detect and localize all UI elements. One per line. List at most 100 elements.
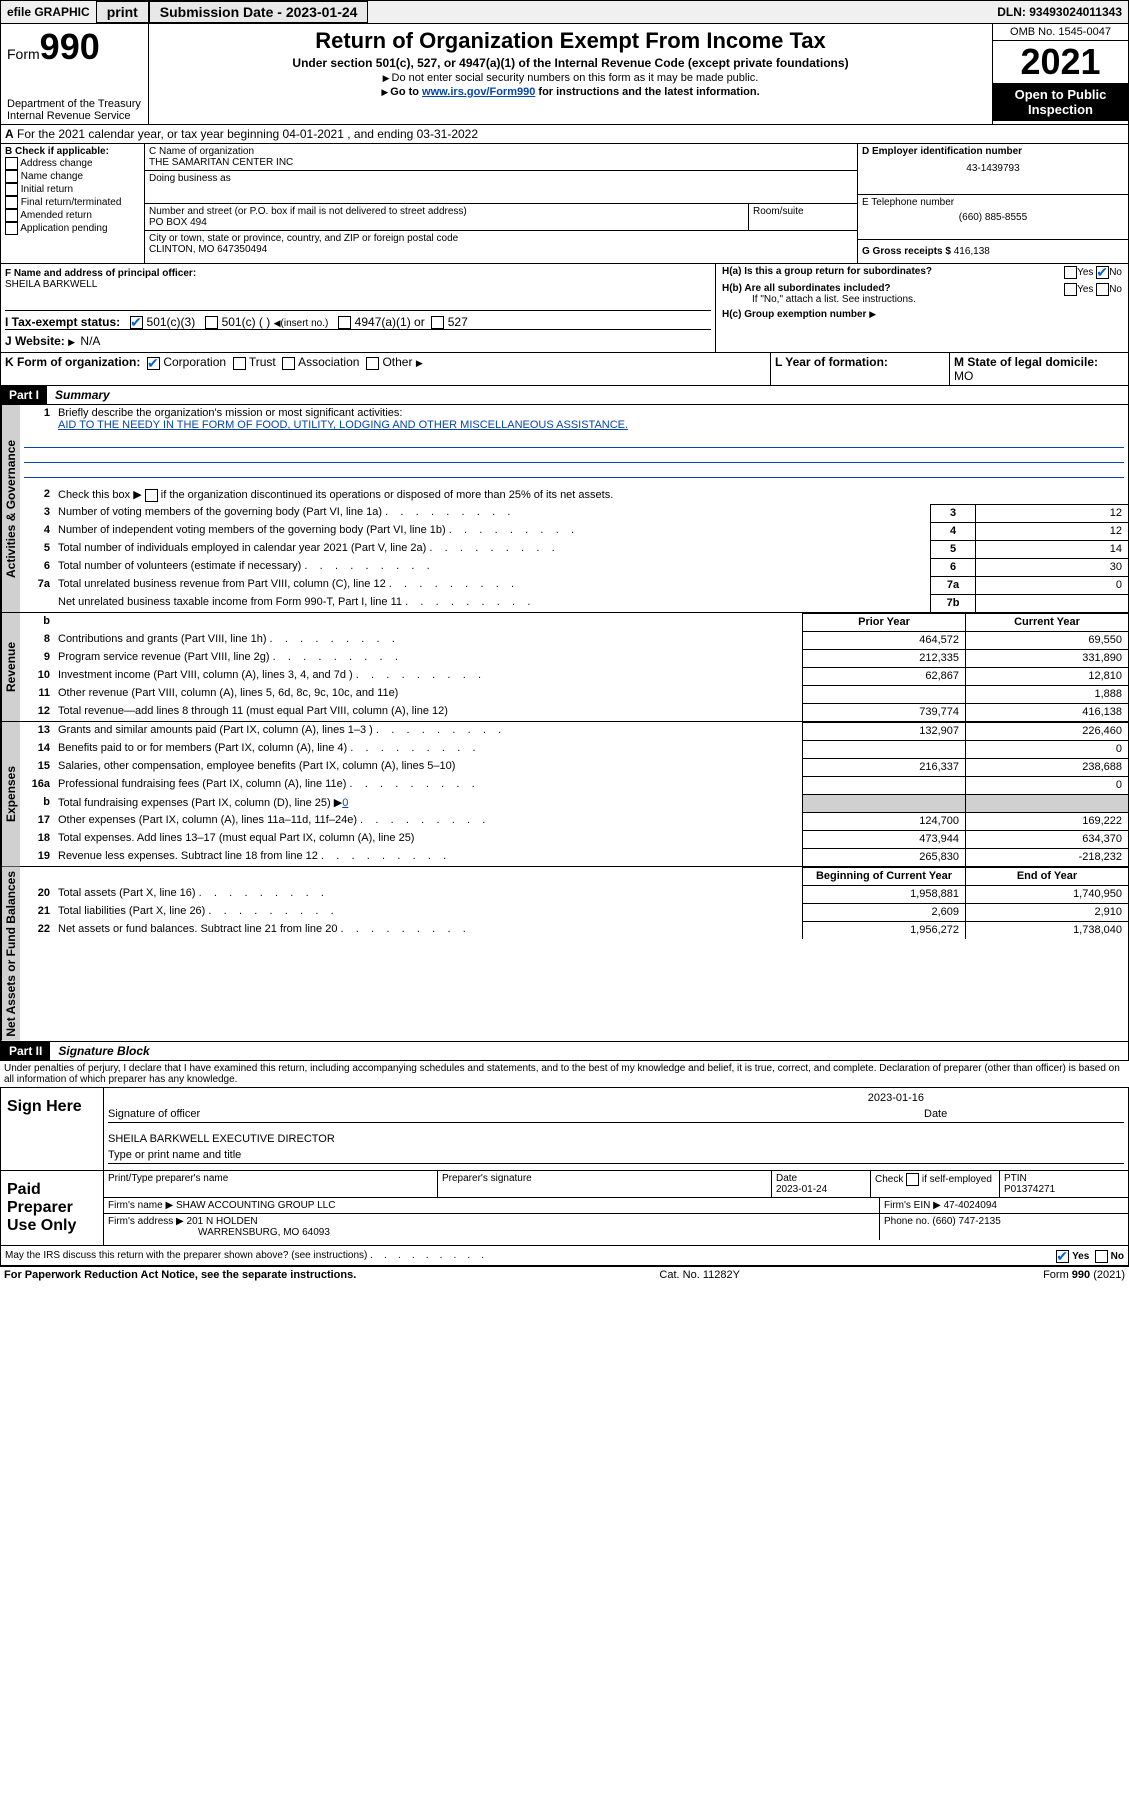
check-other[interactable] — [366, 357, 379, 370]
officer-group-block: F Name and address of principal officer:… — [0, 264, 1129, 353]
org-name: THE SAMARITAN CENTER INC — [149, 157, 853, 168]
section-b-label: B Check if applicable: — [5, 146, 140, 157]
section-m-label: M State of legal domicile: — [954, 355, 1098, 369]
submission-date: Submission Date - 2023-01-24 — [149, 1, 369, 23]
check-501c3[interactable] — [130, 316, 143, 329]
note-ssn: Do not enter social security numbers on … — [392, 72, 759, 84]
v7a: 0 — [975, 576, 1128, 594]
phone: (660) 885-8555 — [862, 212, 1124, 223]
hb-label: H(b) Are all subordinates included? — [722, 283, 891, 294]
section-e-label: E Telephone number — [862, 197, 1124, 208]
sig-date: 2023-01-16 — [108, 1092, 1124, 1104]
check-trust[interactable] — [233, 357, 246, 370]
hb-no[interactable] — [1096, 283, 1109, 296]
l19: Revenue less expenses. Subtract line 18 … — [54, 848, 802, 866]
discuss-no[interactable] — [1095, 1250, 1108, 1263]
check-amended[interactable] — [5, 209, 18, 222]
type-name-label: Type or print name and title — [108, 1147, 1124, 1164]
form-number: Form990 — [7, 26, 142, 68]
vtab-expenses: Expenses — [1, 722, 20, 866]
dln: DLN: 93493024011343 — [991, 3, 1128, 21]
l14: Benefits paid to or for members (Part IX… — [54, 740, 802, 758]
officer-name-title: SHEILA BARKWELL EXECUTIVE DIRECTOR — [108, 1133, 1124, 1145]
klm-row: K Form of organization: Corporation Trus… — [0, 353, 1129, 386]
section-j-label: J Website: — [5, 334, 65, 348]
tax-year: 2021 — [993, 41, 1128, 83]
domicile: MO — [954, 369, 973, 383]
section-a: A For the 2021 calendar year, or tax yea… — [0, 125, 1129, 144]
check-initial[interactable] — [5, 183, 18, 196]
vtab-activities: Activities & Governance — [1, 405, 20, 612]
room-label: Room/suite — [748, 204, 857, 230]
check-4947[interactable] — [338, 316, 351, 329]
ha-no[interactable] — [1096, 266, 1109, 279]
l20: Total assets (Part X, line 16) — [54, 885, 802, 903]
prior-year-header: Prior Year — [802, 613, 965, 631]
vtab-netassets: Net Assets or Fund Balances — [1, 867, 20, 1041]
firm-phone: (660) 747-2135 — [932, 1216, 1000, 1227]
discuss-label: May the IRS discuss this return with the… — [5, 1250, 367, 1261]
check-address-change[interactable] — [5, 157, 18, 170]
l8: Contributions and grants (Part VIII, lin… — [54, 631, 802, 649]
l7a: Total unrelated business revenue from Pa… — [54, 576, 930, 594]
v6: 30 — [975, 558, 1128, 576]
form-ref: Form 990 (2021) — [1043, 1269, 1125, 1281]
tax-year-range: For the 2021 calendar year, or tax year … — [17, 127, 478, 141]
l6: Total number of volunteers (estimate if … — [54, 558, 930, 576]
check-527[interactable] — [431, 316, 444, 329]
section-l-label: L Year of formation: — [775, 355, 888, 369]
ha-yes[interactable] — [1064, 266, 1077, 279]
mission-text[interactable]: AID TO THE NEEDY IN THE FORM OF FOOD, UT… — [58, 419, 628, 431]
ptin: P01374271 — [1004, 1184, 1055, 1195]
l16a: Professional fundraising fees (Part IX, … — [54, 776, 802, 794]
hc-label: H(c) Group exemption number — [722, 309, 866, 320]
part2-header: Part II Signature Block — [1, 1042, 1128, 1060]
cat-no: Cat. No. 11282Y — [659, 1269, 740, 1281]
paperwork-notice: For Paperwork Reduction Act Notice, see … — [4, 1269, 356, 1281]
section-i-label: I Tax-exempt status: — [5, 315, 120, 329]
form-title: Return of Organization Exempt From Incom… — [153, 28, 988, 54]
form-header: Form990 Department of the Treasury Inter… — [0, 24, 1129, 125]
irs-link[interactable]: www.irs.gov/Form990 — [422, 86, 535, 98]
firm-addr: 201 N HOLDEN — [187, 1216, 258, 1227]
part1-header: Part I Summary — [1, 386, 1128, 404]
current-year-header: Current Year — [965, 613, 1128, 631]
officer-name: SHEILA BARKWELL — [5, 279, 711, 290]
city: CLINTON, MO 647350494 — [149, 244, 853, 255]
check-final[interactable] — [5, 196, 18, 209]
prep-sig-label: Preparer's signature — [437, 1171, 771, 1197]
dept-treasury: Department of the Treasury — [7, 98, 142, 110]
l17: Other expenses (Part IX, column (A), lin… — [54, 812, 802, 830]
l3: Number of voting members of the governin… — [54, 504, 930, 522]
discuss-yes[interactable] — [1056, 1250, 1069, 1263]
check-pending[interactable] — [5, 222, 18, 235]
print-button[interactable]: print — [96, 1, 149, 23]
l10: Investment income (Part VIII, column (A)… — [54, 667, 802, 685]
check-corp[interactable] — [147, 357, 160, 370]
l11: Other revenue (Part VIII, column (A), li… — [54, 685, 802, 703]
addr-label: Number and street (or P.O. box if mail i… — [149, 206, 744, 217]
hb-yes[interactable] — [1064, 283, 1077, 296]
l16b: Total fundraising expenses (Part IX, col… — [54, 794, 802, 812]
firm-name: SHAW ACCOUNTING GROUP LLC — [176, 1200, 335, 1211]
l2: Check this box ▶ if the organization dis… — [54, 486, 1128, 504]
section-d-label: D Employer identification number — [862, 146, 1124, 157]
firm-city: WARRENSBURG, MO 64093 — [108, 1227, 330, 1238]
city-label: City or town, state or province, country… — [149, 233, 853, 244]
check-name-change[interactable] — [5, 170, 18, 183]
dba-label: Doing business as — [149, 173, 853, 184]
efile-label: efile GRAPHIC — [1, 3, 96, 21]
l13: Grants and similar amounts paid (Part IX… — [54, 722, 802, 740]
l21: Total liabilities (Part X, line 26) — [54, 903, 802, 921]
section-f-label: F Name and address of principal officer: — [5, 268, 196, 279]
prep-name-label: Print/Type preparer's name — [104, 1171, 437, 1197]
check-assoc[interactable] — [282, 357, 295, 370]
prep-date: 2023-01-24 — [776, 1184, 827, 1195]
check-self: Check if self-employed — [870, 1171, 999, 1197]
check-discontinued[interactable] — [145, 489, 158, 502]
check-501c[interactable] — [205, 316, 218, 329]
sign-here-label: Sign Here — [1, 1088, 104, 1170]
ein: 43-1439793 — [862, 163, 1124, 174]
entity-block: B Check if applicable: Address change Na… — [0, 144, 1129, 264]
sig-officer-label: Signature of officer — [108, 1108, 924, 1120]
